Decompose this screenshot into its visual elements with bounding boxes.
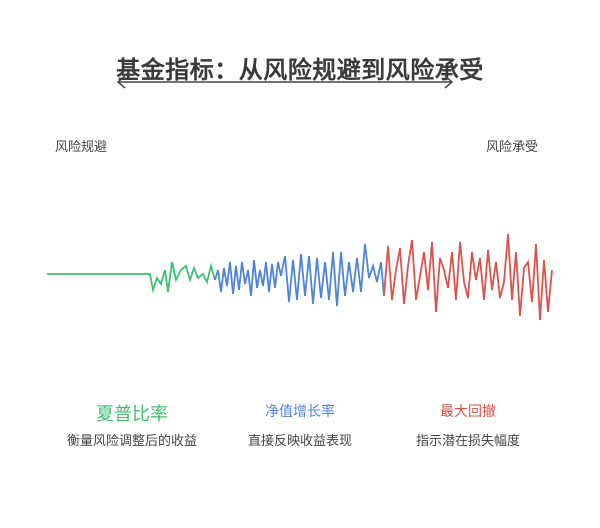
metric-max-drawdown-desc: 指示潜在损失幅度 xyxy=(415,434,520,449)
metric-sharpe-title: 夏普比率 xyxy=(96,404,168,425)
risk-tolerant-label: 风险承受 xyxy=(486,140,539,155)
metric-sharpe-desc: 衡量风险调整后的收益 xyxy=(66,434,197,449)
wave-blue-segment xyxy=(214,243,385,307)
metric-nav-growth-title: 净值增长率 xyxy=(265,404,335,420)
metric-nav-growth-desc: 直接反映收益表现 xyxy=(247,434,352,449)
wave-green-segment xyxy=(47,261,216,294)
wave-red-segment xyxy=(383,233,553,321)
risk-averse-label: 风险规避 xyxy=(55,140,108,155)
page-title: 基金指标：从风险规避到风险承受 xyxy=(116,56,484,84)
metric-max-drawdown-title: 最大回撤 xyxy=(440,404,496,420)
